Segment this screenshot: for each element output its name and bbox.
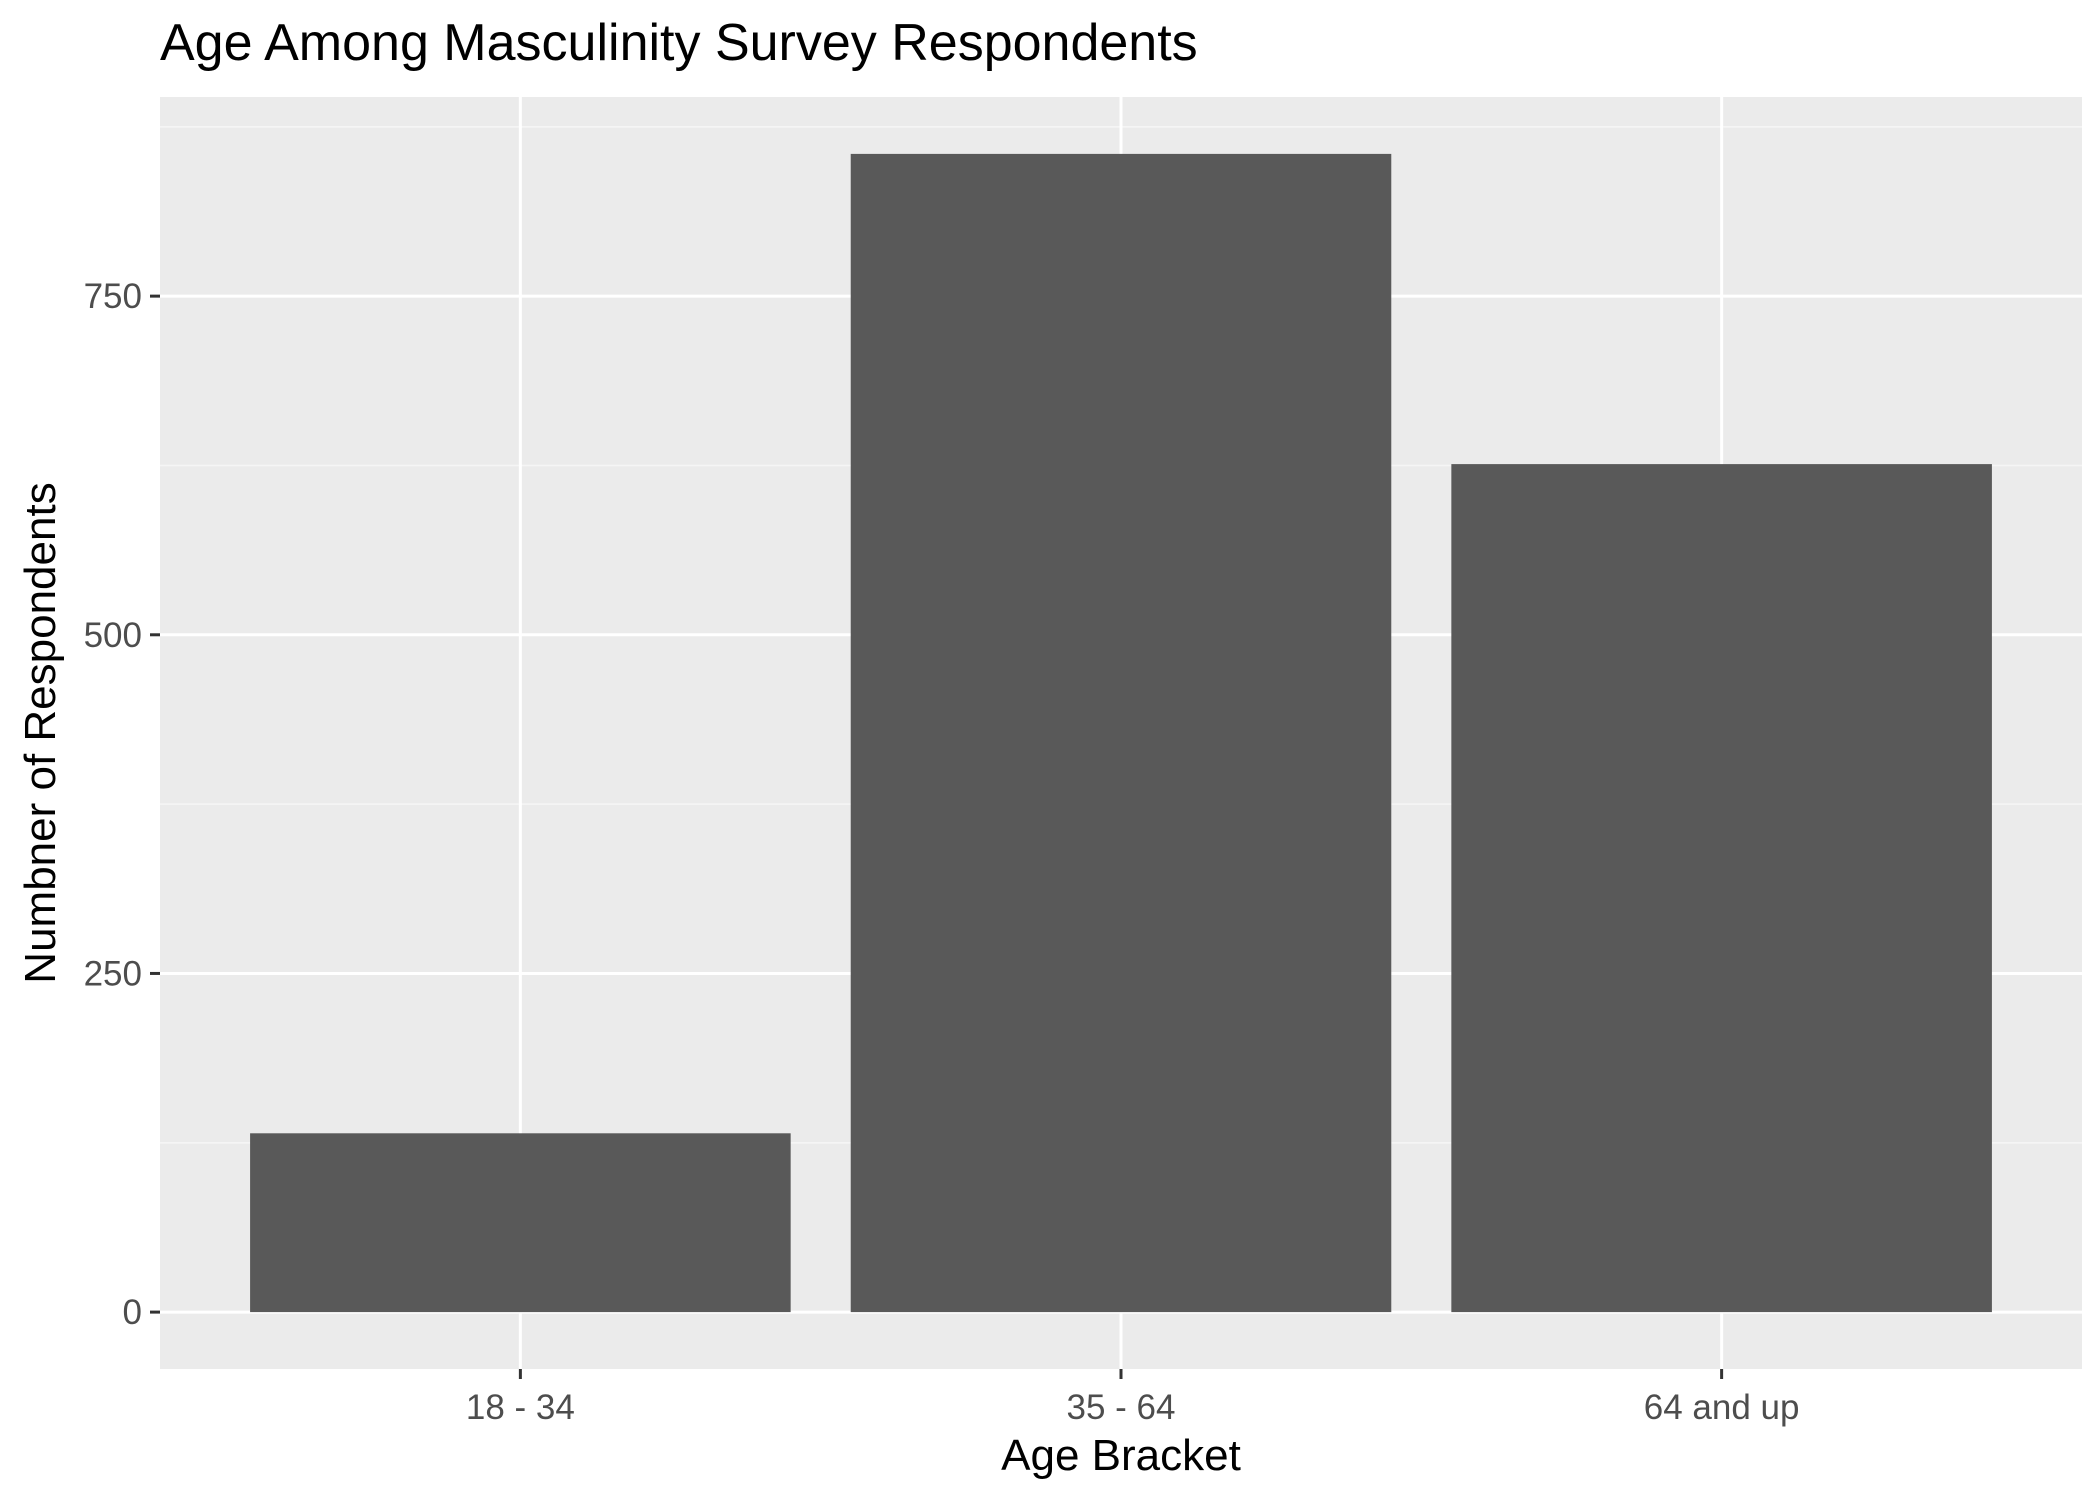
x-tick-label-2: 64 and up [1644, 1388, 1800, 1427]
bar-1 [850, 153, 1392, 1313]
x-tick-label-1: 35 - 64 [1067, 1388, 1176, 1427]
bar-0 [250, 1133, 791, 1313]
x-tick-label-0: 18 - 34 [466, 1388, 575, 1427]
x-axis-title: Age Bracket [1001, 1431, 1241, 1480]
y-tick-label-1: 250 [84, 954, 142, 993]
y-tick-label-2: 500 [84, 616, 142, 655]
y-tick-label-0: 0 [123, 1293, 142, 1332]
y-tick-label-3: 750 [84, 277, 142, 316]
chart-title: Age Among Masculinity Survey Respondents [160, 14, 1198, 72]
x-axis: 18 - 34 35 - 64 64 and up [466, 1369, 1800, 1427]
y-axis: 0 250 500 750 [84, 277, 160, 1332]
bars [250, 153, 1992, 1313]
y-axis-title: Numbner of Respondents [16, 482, 65, 983]
bar-2 [1451, 464, 1992, 1313]
